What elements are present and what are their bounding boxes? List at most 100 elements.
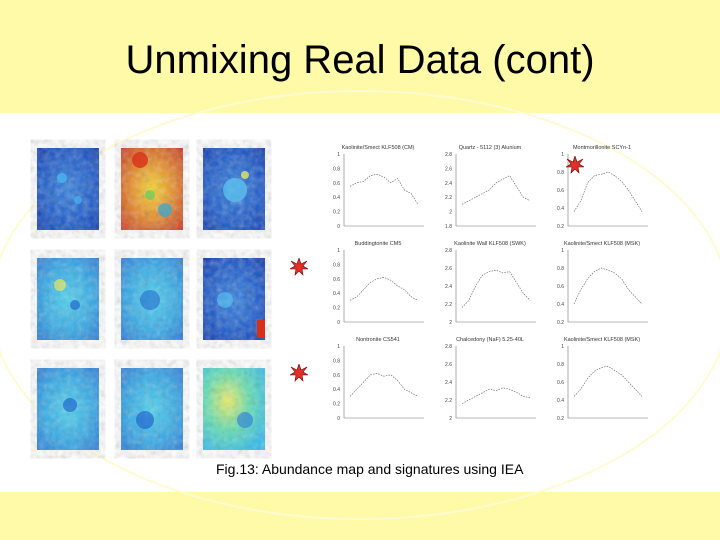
signature-plot: Kaolinite/Smect KLF508 (CM)1 0.8 0.6 0.4 0.2… — [333, 145, 424, 230]
y-tick-label: 2 — [449, 320, 452, 326]
y-tick-label: 0.6 — [557, 380, 564, 386]
plot-title: Buddingtonite CM5 — [355, 241, 402, 247]
y-tick-label: 0.8 — [557, 266, 564, 272]
y-tick-label: 0 — [337, 320, 340, 326]
plot-title: Nontronite CS541 — [356, 337, 400, 343]
y-tick-label: 0.2 — [557, 416, 564, 422]
y-tick-label: 0.6 — [557, 284, 564, 290]
y-tick-label: 0.8 — [333, 166, 340, 172]
signature-plot: Buddingtonite CM5 1 0.8 0.6 0.4 0.2 0 — [333, 241, 424, 326]
y-tick-label: 2.8 — [445, 344, 452, 350]
y-tick-label: 2.2 — [445, 302, 452, 308]
y-tick-label: 1 — [561, 344, 564, 350]
y-tick-label: 0.8 — [333, 262, 340, 268]
y-tick-label: 1.8 — [445, 224, 452, 230]
signature-plot: Quartz - 5112 (3) Alunium 2.8 2.6 2.4 2.2 2 1.… — [445, 145, 536, 230]
y-tick-label: 0.4 — [557, 398, 564, 404]
y-tick-label: 0.2 — [557, 320, 564, 326]
marker-star-icon — [566, 156, 584, 174]
y-tick-label: 0.2 — [333, 402, 340, 408]
plot-axis — [343, 250, 424, 323]
y-tick-label: 2.8 — [445, 248, 452, 254]
y-tick-label: 1 — [561, 248, 564, 254]
y-tick-label: 0.2 — [333, 210, 340, 216]
y-tick-label: 0.2 — [333, 306, 340, 312]
y-tick-label: 2 — [449, 416, 452, 422]
spectral-signature-plots: Kaolinite/Smect KLF508 (CM) 1 0.8 0.6 0.4 0.2… — [333, 145, 648, 422]
y-tick-label: 0.4 — [557, 206, 564, 212]
plot-axis — [567, 346, 648, 419]
plot-title: Kaolinite/Smect KLF508 (CM) — [342, 145, 415, 151]
decorative-halo — [0, 90, 720, 520]
marker-star-icon — [290, 364, 308, 382]
slide-title: Unmixing Real Data (cont) — [125, 38, 595, 82]
signature-plot: Montmorillonite SCYn-1 1 0.8 0.6 0.4 0.2 — [557, 145, 648, 230]
signature-line — [573, 365, 643, 397]
map-tile-2 — [121, 148, 183, 230]
plot-axis — [343, 154, 424, 227]
y-tick-label: 2.2 — [445, 195, 452, 201]
y-tick-label: 2.4 — [445, 181, 452, 187]
plot-axis — [455, 154, 536, 227]
y-tick-label: 2.2 — [445, 398, 452, 404]
marker-star-icon — [290, 258, 308, 276]
y-tick-label: 0.8 — [557, 362, 564, 368]
signature-line — [461, 387, 531, 404]
signature-line — [573, 171, 643, 212]
map-tile-8 — [121, 368, 183, 450]
y-tick-label: 2.6 — [445, 166, 452, 172]
y-tick-label: 2.6 — [445, 266, 452, 272]
plot-title: Kaolinite/Smect KLF508 (MSK) — [564, 337, 640, 343]
signature-plot: Kaolinite/Smect KLF508 (MSK)1 0.8 0.6 0.4 0.… — [557, 337, 648, 422]
y-tick-label: 2.4 — [445, 284, 452, 290]
y-tick-label: 2 — [449, 210, 452, 216]
y-tick-label: 1 — [337, 344, 340, 350]
signature-plot: Kaolinite Wall KLF508 (SWK)2.8 2.6 2.4 2.2 2 — [445, 241, 536, 326]
y-tick-label: 0.8 — [333, 358, 340, 364]
signature-line — [349, 173, 419, 205]
map-tile-1 — [37, 148, 99, 230]
y-tick-label: 0.6 — [333, 373, 340, 379]
y-tick-label: 0.6 — [557, 188, 564, 194]
y-tick-label: 0.4 — [333, 291, 340, 297]
map-tile-6 — [203, 258, 265, 340]
signature-plot: Nontronite CS541 1 0.8 0.6 0.4 0.2 0 — [333, 337, 424, 422]
map-tile-5 — [121, 258, 183, 340]
plot-axis — [567, 154, 648, 227]
map-tile-7 — [37, 368, 99, 450]
signature-line — [461, 175, 531, 205]
y-tick-label: 0.2 — [557, 224, 564, 230]
plot-axis — [343, 346, 424, 419]
plot-title: Chalcedony (NaF) 5.25-40L — [456, 337, 524, 343]
y-tick-label: 0.4 — [333, 195, 340, 201]
y-tick-label: 2.6 — [445, 362, 452, 368]
plot-axis — [455, 250, 536, 323]
plot-title: Kaolinite/Smect KLF508 (MSK) — [564, 241, 640, 247]
y-tick-label: 0.8 — [557, 170, 564, 176]
plot-title: Montmorillonite SCYn-1 — [573, 145, 631, 151]
plot-axis — [567, 250, 648, 323]
y-tick-label: 0 — [337, 224, 340, 230]
y-tick-label: 2.4 — [445, 380, 452, 386]
plot-title: Quartz - 5112 (3) Alunium — [459, 145, 522, 151]
y-tick-label: 0.4 — [333, 387, 340, 393]
signature-line — [461, 269, 531, 308]
y-tick-label: 1 — [337, 248, 340, 254]
map-tile-4 — [37, 258, 99, 340]
signature-plot: Chalcedony (NaF) 5.25-40L 2.8 2.6 2.4 2.2 2 — [445, 337, 536, 422]
signature-line — [349, 373, 419, 397]
y-tick-label: 1 — [561, 152, 564, 158]
map-tile-3 — [203, 148, 265, 230]
signature-plot: Kaolinite/Smect KLF508 (MSK)1 0.8 0.6 0.4 0.… — [557, 241, 648, 326]
y-tick-label: 0 — [337, 416, 340, 422]
y-tick-label: 0.6 — [333, 181, 340, 187]
y-tick-label: 0.4 — [557, 302, 564, 308]
figure-caption: Fig.13: Abundance map and signatures usi… — [216, 461, 524, 477]
map-tile-9 — [203, 368, 265, 450]
y-tick-label: 0.6 — [333, 277, 340, 283]
y-tick-label: 2.8 — [445, 152, 452, 158]
plot-title: Kaolinite Wall KLF508 (SWK) — [454, 241, 526, 247]
plot-axis — [455, 346, 536, 419]
